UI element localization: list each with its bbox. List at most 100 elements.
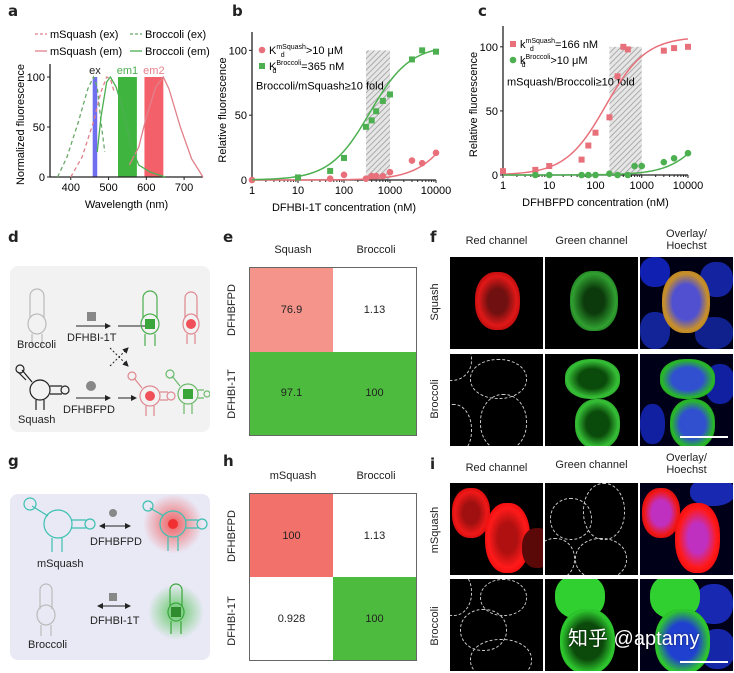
f-col-overlay: Overlay/Hoechst [640, 228, 733, 252]
micrograph-i-msquash-red [450, 483, 543, 575]
chart-b-data-point-square [379, 97, 386, 104]
micrograph-f-broccoli-overlay [640, 354, 733, 446]
f-col-red-channel: Red channel [465, 235, 528, 247]
chart-b-legend-k: K [269, 45, 277, 57]
chart-c-data-point-square [614, 73, 621, 80]
msquash-red-complex-icon [142, 500, 208, 551]
chart-b-legend-sub: d [281, 52, 285, 59]
heatmap-e-col-broccoli: Broccoli [356, 244, 396, 256]
chart-a-x-axis-label: Wavelength (nm) [85, 199, 168, 211]
chart-b-x-tick-label: 1 [249, 185, 255, 197]
chart-b-data-point-circle [326, 175, 334, 183]
chart-a-legend-label: mSquash (ex) [50, 29, 118, 41]
chart-c-data-point-circle [660, 158, 668, 166]
chart-b-data-point-circle [372, 172, 380, 180]
chart-c-data-point-square [585, 142, 592, 149]
chart-b-data-point-square [295, 174, 301, 181]
chart-c-data-point-circle [532, 171, 539, 179]
chart-b-data-point-square [327, 167, 334, 174]
chart-a-series-line [70, 76, 115, 178]
chart-b-data-point-circle [432, 149, 440, 157]
chart-b-data-point-circle [408, 157, 416, 164]
chart-b-shaded-region [365, 50, 390, 181]
chart-c-legend-marker [509, 56, 517, 64]
chart-c-data-point-circle [545, 171, 553, 179]
broccoli-label: Broccoli [28, 639, 68, 651]
chart-b-x-tick-label: 10000 [421, 185, 452, 197]
heatmap-e-row-dfhbi-1t: DFHBI-1T [226, 369, 238, 419]
chart-c-legend-sup: mSquash [526, 38, 556, 45]
chart-a-band-em2 [144, 77, 164, 177]
chart-c-data-point-circle [592, 171, 599, 179]
chart-b-data-point-circle [362, 175, 370, 183]
squash-green-complex-icon [165, 369, 210, 414]
panel-g-diagram: mSquash DFHBFPD Broccoli DFHBI-1T [10, 494, 210, 660]
micrograph-i-broccoli-overlay [640, 579, 733, 671]
panel-d-diagram: Broccoli DFHBI-1T Squash DFHBFPD [10, 266, 210, 432]
chart-b-legend-value: =365 nM [301, 61, 344, 73]
chart-c-data-point-circle [614, 171, 621, 179]
panel-letter-h: h [223, 452, 234, 470]
chart-b-y-tick-label: 100 [229, 45, 247, 57]
msquash-label: mSquash [37, 558, 84, 570]
panel-g-schematic [23, 494, 208, 640]
chart-c-legend-label: kmSquash d =166 nM [520, 38, 598, 53]
chart-a-x-tick-label: 400 [62, 182, 80, 194]
heatmap-h-col-broccoli: Broccoli [356, 470, 396, 482]
chart-c-legend-sub: d [530, 46, 534, 53]
overlay-line1: Overlay/ [666, 228, 707, 240]
chart-c-legend-value: =166 nM [555, 39, 598, 51]
chart-a-y-tick-label: 50 [33, 122, 45, 134]
f-col-green-channel: Green channel [555, 235, 628, 247]
chart-c-legend-k: k [520, 55, 526, 67]
chart-c-annotation: mSquash/Broccoli≥10 fold [507, 76, 635, 88]
chart-b-data-point-square [341, 154, 347, 161]
dfhbfpd-circle-icon [109, 509, 117, 517]
chart-b-legend-k: K [269, 61, 277, 73]
broccoli-rna-icon [36, 583, 56, 636]
chart-a-y-axis-label: Normalized fluorescence [15, 64, 27, 185]
chart-c-data-point-square [532, 166, 539, 173]
heatmap-cell: 97.1 [250, 351, 333, 435]
watermark: 知乎 @aptamy [568, 628, 700, 650]
chart-c-data-point-square [660, 47, 667, 54]
i-row-broccoli: Broccoli [429, 606, 441, 646]
chart-c-x-tick-label: 10000 [673, 180, 704, 192]
chart-b-legend-value: >10 μM [306, 45, 343, 57]
chart-c-legend-marker [510, 41, 516, 47]
chart-c-legend-label: kBroccoli d >10 μM [520, 54, 588, 69]
chart-c-x-tick-label: 1000 [630, 180, 654, 192]
chart-b-data-point-square [387, 91, 393, 98]
i-row-msquash: mSquash [429, 506, 441, 554]
chart-c-x-tick-label: 100 [586, 180, 604, 192]
heatmap-h-col-msquash: mSquash [269, 470, 317, 482]
chart-c-x-tick-label: 1 [500, 180, 506, 192]
chart-b-data-point-square [368, 117, 375, 124]
chart-c-x-tick-label: 10 [543, 180, 555, 192]
ligand-dfhbi-1t-label: DFHBI-1T [90, 615, 140, 627]
panel-letter-i: i [430, 455, 436, 473]
chart-b-y-axis-label: Relative fluorescence [217, 57, 229, 162]
chart-b-legend-sup: mSquash [276, 44, 306, 51]
chart-a-legend-label: Broccoli (em) [145, 46, 210, 58]
ligand-dfhbi-1t-label: DFHBI-1T [67, 332, 117, 344]
ligand-dfhbfpd-label: DFHBFPD [63, 404, 115, 416]
chart-c-data-point-square [546, 163, 553, 170]
micrograph-f-broccoli-green [545, 354, 638, 446]
i-col-green-channel: Green channel [555, 459, 628, 471]
chart-c-y-tick-label: 0 [492, 170, 498, 182]
chart-c-legend-value: >10 μM [550, 55, 587, 67]
chart-a-band-label: ex [89, 65, 101, 77]
micrograph-f-squash-overlay [640, 257, 733, 349]
chart-c-data-point-circle [670, 155, 678, 162]
micrograph-i-broccoli-red [450, 579, 543, 671]
heatmap-h: 100 1.13 0.928 100 [249, 493, 417, 661]
broccoli-rna-icon [27, 288, 47, 346]
scale-bar [680, 436, 728, 438]
heatmap-e: 76.9 1.13 97.1 100 [249, 267, 417, 436]
scale-bar [680, 661, 728, 663]
chart-b-legend-label: KBroccoli d =365 nM [269, 60, 344, 75]
chart-b-legend-marker [259, 63, 265, 69]
chart-c-data-point-square [624, 46, 631, 53]
